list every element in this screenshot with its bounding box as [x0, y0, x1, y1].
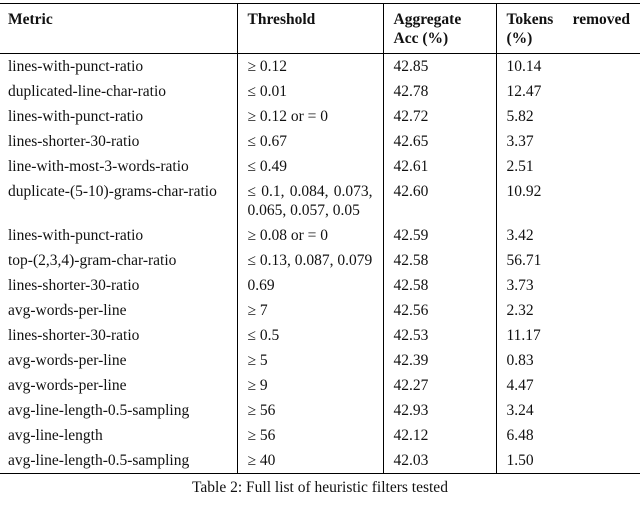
aggregate-acc-cell: 42.58	[382, 248, 496, 273]
aggregate-acc-cell: 42.72	[382, 104, 496, 129]
heuristic-filters-table: Metric Threshold Aggregate Acc (%) Token…	[0, 3, 640, 474]
tokens-removed-cell: 1.50	[495, 448, 640, 474]
tokens-removed-cell: 3.73	[495, 273, 640, 298]
aggregate-acc-cell: 42.56	[382, 298, 496, 323]
aggregate-acc-cell: 42.78	[382, 79, 496, 104]
table-row: avg-words-per-line ≥ 9 42.27 4.47	[0, 373, 640, 398]
metric-cell: lines-with-punct-ratio	[8, 108, 144, 125]
table-row: avg-line-length-0.5-sampling ≥ 40 42.03 1.5…	[0, 448, 640, 474]
threshold-cell: ≥ 56	[236, 423, 383, 448]
table-row: duplicated-line-char-ratio ≤ 0.01 42.78 12.…	[0, 79, 640, 104]
threshold-cell: ≤ 0.01	[236, 79, 383, 104]
table-row: lines-shorter-30-ratio 0.69 42.58 3.73	[0, 273, 640, 298]
table-row: lines-with-punct-ratio ≥ 0.08 or = 0 42.59…	[0, 223, 640, 248]
metric-cell: avg-line-length-0.5-sampling	[8, 402, 190, 419]
tokens-removed-cell: 10.14	[495, 53, 640, 79]
tokens-removed-cell: 2.51	[495, 154, 640, 179]
table-row: lines-with-punct-ratio ≥ 0.12 or = 0 42.72…	[0, 104, 640, 129]
tokens-removed-cell: 10.92	[495, 179, 640, 223]
threshold-cell: ≥ 56	[236, 398, 383, 423]
aggregate-acc-cell: 42.58	[382, 273, 496, 298]
metric-cell: top-(2,3,4)-gram-char-ratio	[8, 252, 177, 269]
table-row: lines-shorter-30-ratio ≤ 0.67 42.65 3.37	[0, 129, 640, 154]
aggregate-acc-cell: 42.27	[382, 373, 496, 398]
aggregate-acc-cell: 42.39	[382, 348, 496, 373]
col-header-threshold: Threshold	[236, 3, 383, 54]
table-row: avg-words-per-line ≥ 5 42.39 0.83	[0, 348, 640, 373]
tokens-removed-cell: 4.47	[495, 373, 640, 398]
metric-cell: duplicate-(5-10)-grams-char-ratio	[8, 183, 217, 200]
metric-cell: avg-line-length	[8, 427, 103, 444]
table-row: avg-line-length ≥ 56 42.12 6.48	[0, 423, 640, 448]
aggregate-acc-cell: 42.65	[382, 129, 496, 154]
col-header-metric: Metric	[0, 3, 237, 54]
table-row: top-(2,3,4)-gram-char-ratio ≤ 0.13, 0.087…	[0, 248, 640, 273]
aggregate-acc-cell: 42.60	[382, 179, 496, 223]
table-header-row: Metric Threshold Aggregate Acc (%) Token…	[0, 3, 640, 54]
tokens-removed-cell: 6.48	[495, 423, 640, 448]
threshold-cell: ≥ 5	[236, 348, 383, 373]
table-row: avg-line-length-0.5-sampling ≥ 56 42.93 3.2…	[0, 398, 640, 423]
threshold-cell: ≥ 40	[236, 448, 383, 474]
tokens-removed-cell: 5.82	[495, 104, 640, 129]
threshold-cell: ≥ 7	[236, 298, 383, 323]
metric-cell: duplicated-line-char-ratio	[8, 83, 167, 100]
metric-cell: lines-with-punct-ratio	[8, 227, 144, 244]
metric-cell: lines-shorter-30-ratio	[8, 133, 140, 150]
metric-cell: avg-words-per-line	[8, 352, 127, 369]
threshold-cell: ≤ 0.1, 0.084, 0.073, 0.065, 0.057, 0.05	[236, 179, 383, 223]
metric-cell: avg-words-per-line	[8, 377, 127, 394]
table-row: lines-with-punct-ratio ≥ 0.12 42.85 10.14	[0, 53, 640, 79]
tokens-removed-cell: 56.71	[495, 248, 640, 273]
aggregate-acc-cell: 42.12	[382, 423, 496, 448]
tokens-removed-cell: 3.37	[495, 129, 640, 154]
threshold-cell: ≤ 0.49	[236, 154, 383, 179]
threshold-cell: ≤ 0.67	[236, 129, 383, 154]
tokens-removed-cell: 3.24	[495, 398, 640, 423]
table-row: avg-words-per-line ≥ 7 42.56 2.32	[0, 298, 640, 323]
table-row: line-with-most-3-words-ratio ≤ 0.49 42.61 2…	[0, 154, 640, 179]
tokens-removed-cell: 3.42	[495, 223, 640, 248]
col-header-tokens-removed: Tokens removed (%)	[495, 3, 640, 54]
aggregate-acc-cell: 42.53	[382, 323, 496, 348]
threshold-cell: ≥ 0.08 or = 0	[236, 223, 383, 248]
threshold-cell: ≤ 0.13, 0.087, 0.079	[236, 248, 383, 273]
tokens-removed-cell: 12.47	[495, 79, 640, 104]
table-row: duplicate-(5-10)-grams-char-ratio ≤ 0.1, …	[0, 179, 640, 223]
threshold-cell: ≥ 0.12 or = 0	[236, 104, 383, 129]
tokens-removed-cell: 2.32	[495, 298, 640, 323]
metric-cell: avg-line-length-0.5-sampling	[8, 452, 190, 469]
aggregate-acc-cell: 42.93	[382, 398, 496, 423]
metric-cell: lines-shorter-30-ratio	[8, 277, 140, 294]
metric-cell: line-with-most-3-words-ratio	[8, 158, 189, 175]
paper-page: Metric Threshold Aggregate Acc (%) Token…	[0, 3, 640, 496]
tokens-removed-cell: 11.17	[495, 323, 640, 348]
table-row: lines-shorter-30-ratio ≤ 0.5 42.53 11.17	[0, 323, 640, 348]
metric-cell: lines-shorter-30-ratio	[8, 327, 140, 344]
metric-cell: avg-words-per-line	[8, 302, 127, 319]
table-caption: Table 2: Full list of heuristic filters …	[192, 479, 448, 496]
aggregate-acc-cell: 42.03	[382, 448, 496, 474]
threshold-cell: ≥ 0.12	[236, 53, 383, 79]
tokens-removed-cell: 0.83	[495, 348, 640, 373]
threshold-cell: ≥ 9	[236, 373, 383, 398]
aggregate-acc-cell: 42.61	[382, 154, 496, 179]
threshold-cell: 0.69	[236, 273, 383, 298]
col-header-aggregate-acc: Aggregate Acc (%)	[382, 3, 496, 54]
metric-cell: lines-with-punct-ratio	[8, 58, 144, 75]
aggregate-acc-cell: 42.59	[382, 223, 496, 248]
threshold-cell: ≤ 0.5	[236, 323, 383, 348]
aggregate-acc-cell: 42.85	[382, 53, 496, 79]
